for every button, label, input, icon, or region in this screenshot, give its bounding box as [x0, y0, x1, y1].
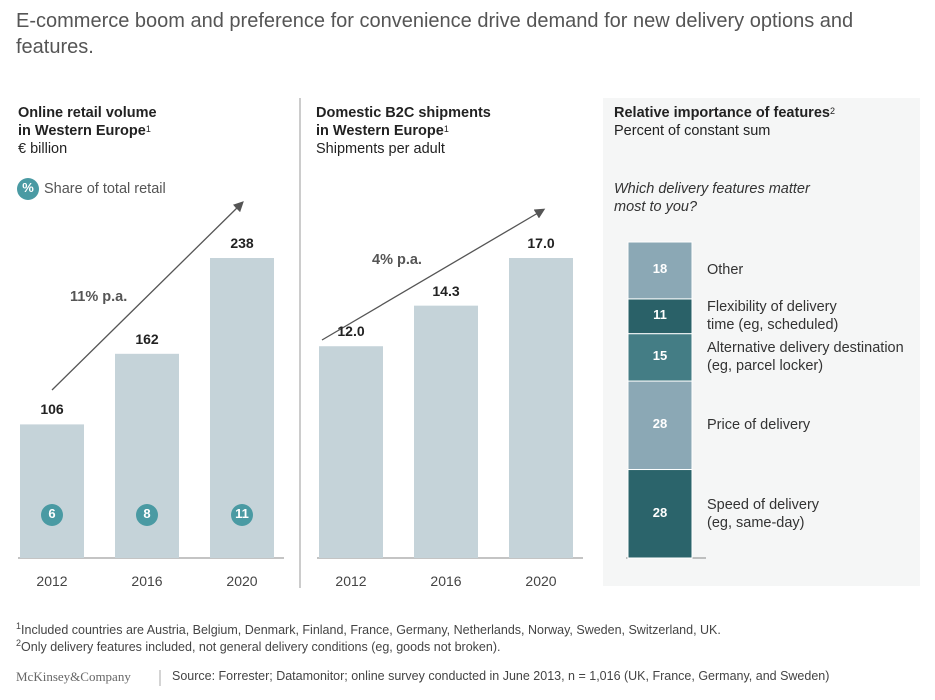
share-label: 8	[143, 506, 151, 521]
segment-label: 11	[653, 307, 667, 323]
footnote-mark: 1	[145, 124, 151, 134]
value-label: 17.0	[527, 235, 555, 251]
annotation: 11% p.a.	[70, 289, 128, 305]
chart-subtitle: € billion	[18, 141, 68, 157]
value-label: 238	[230, 235, 254, 251]
chart-subtitle: Percent of constant sum	[614, 123, 771, 139]
stack-segment	[627, 333, 693, 382]
x-tick-label: 2016	[430, 573, 462, 589]
footnote: 2Only delivery features included, not ge…	[16, 638, 501, 654]
legend-label: Alternative delivery destination (eg, pa…	[707, 340, 904, 375]
legend-label: Speed of delivery (eg, same-day)	[707, 496, 820, 531]
x-tick-label: 2012	[36, 573, 68, 589]
legend-label: Other	[707, 262, 744, 279]
x-tick-label: 2016	[131, 573, 163, 589]
segment-label: 18	[652, 261, 668, 277]
bar	[319, 346, 383, 558]
logo: McKinsey&Company	[16, 669, 131, 684]
share-label: 6	[48, 506, 56, 521]
trend-arrow	[51, 201, 244, 391]
stack-segment	[627, 380, 693, 471]
x-tick-label: 2012	[335, 573, 367, 589]
bar	[115, 353, 179, 558]
trend-arrow	[321, 208, 546, 341]
value-label: 106	[40, 401, 64, 418]
footnote-mark: 2	[829, 106, 835, 116]
segment-label: 15	[652, 348, 668, 364]
legend-symbol	[17, 178, 39, 200]
bar	[509, 258, 573, 558]
question: Which delivery features matter most to y…	[614, 181, 810, 216]
share-label: 11	[235, 506, 249, 521]
chart-subtitle: Shipments per adult	[316, 141, 445, 157]
segment-label: 28	[652, 504, 668, 520]
chart-title: Domestic B2C shipments in Western Europe…	[316, 105, 491, 139]
source: Source: Forrester; Datamonitor; online s…	[172, 669, 830, 683]
x-tick-label: 2020	[226, 573, 258, 589]
value-label: 162	[135, 330, 159, 347]
bar	[414, 305, 478, 558]
annotation: 4% p.a.	[372, 252, 422, 268]
share-marker	[41, 504, 63, 526]
bar	[20, 424, 84, 558]
chart-title: Online retail volume in Western Europe1	[18, 105, 157, 139]
stack-segment	[627, 241, 693, 300]
footnote-mark: 1	[443, 124, 449, 134]
footnote-mark: 1	[16, 621, 22, 631]
value-label: 14.3	[432, 282, 460, 299]
stack-segment	[627, 469, 693, 559]
footnote-mark: 2	[16, 638, 22, 648]
share-marker	[231, 504, 253, 526]
legend-symbol-text: %	[22, 180, 34, 195]
legend-label: Share of total retail	[44, 181, 166, 197]
x-tick-label: 2020	[525, 573, 557, 589]
chart-title: Relative importance of features2	[614, 105, 835, 121]
share-marker	[136, 504, 158, 526]
footnote: 1Included countries are Austria, Belgium…	[16, 621, 721, 637]
page-title: E-commerce boom and preference for conve…	[16, 10, 854, 58]
legend-label: Price of delivery	[707, 417, 811, 434]
segment-label: 28	[652, 416, 668, 432]
legend-label: Flexibility of delivery time (eg, schedu…	[707, 299, 839, 334]
value-label: 12.0	[337, 323, 365, 340]
